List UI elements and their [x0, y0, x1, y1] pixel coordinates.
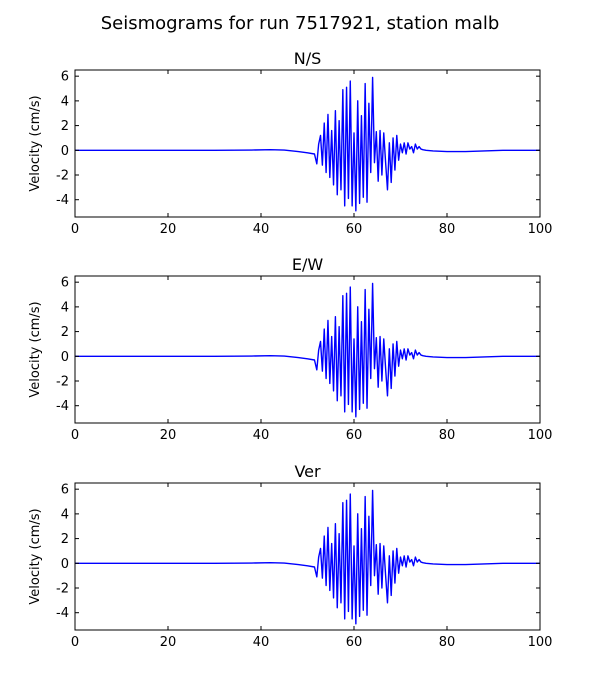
y-tick-label: 6 — [61, 483, 69, 498]
x-tick-label: 20 — [160, 428, 177, 443]
y-tick-label: 2 — [61, 119, 69, 134]
x-tick-label: 20 — [160, 222, 177, 237]
x-tick-label: 60 — [346, 222, 363, 237]
series-line-1 — [75, 76, 540, 212]
x-tick-label: 80 — [439, 635, 456, 650]
panel-2: E/W Velocity (cm/s) 0 20 40 60 80 100 -4 -2 0 2 4 6 — [28, 255, 552, 443]
plot-frame — [74, 275, 541, 424]
y-tick-label: 4 — [61, 94, 69, 109]
y-tick-label: 4 — [61, 507, 69, 522]
figure-title: Seismograms for run 7517921, station mal… — [101, 13, 500, 34]
x-tick-label: 0 — [71, 635, 79, 650]
y-tick-label: -4 — [56, 399, 69, 414]
y-tick-label: 0 — [61, 557, 69, 572]
y-tick-label: -4 — [56, 193, 69, 208]
x-tick-label: 0 — [71, 428, 79, 443]
y-tick-label: 6 — [61, 70, 69, 85]
series-line-1 — [75, 282, 540, 418]
y-tick-label: -2 — [56, 375, 69, 390]
y-axis-label: Velocity (cm/s) — [28, 95, 43, 191]
x-tick-label: 40 — [253, 635, 270, 650]
y-axis-label: Velocity (cm/s) — [28, 301, 43, 397]
x-tick-label: 80 — [439, 222, 456, 237]
y-tick-label: 4 — [61, 300, 69, 315]
x-tick-label: 100 — [528, 635, 553, 650]
panel-1: N/S Velocity (cm/s) 0 20 40 60 80 100 -4 -2 0 2 4 6 — [28, 49, 552, 237]
x-tick-label: 40 — [253, 222, 270, 237]
x-tick-label: 100 — [528, 428, 553, 443]
y-tick-label: -2 — [56, 169, 69, 184]
y-tick-label: -4 — [56, 606, 69, 621]
x-tick-label: 100 — [528, 222, 553, 237]
x-tick-label: 80 — [439, 428, 456, 443]
y-tick-label: 2 — [61, 532, 69, 547]
x-tick-label: 0 — [71, 222, 79, 237]
plot-frame — [74, 482, 541, 631]
panel-title: Ver — [294, 462, 321, 481]
panel-title: E/W — [292, 255, 324, 274]
plot-frame — [74, 69, 541, 218]
y-tick-label: 2 — [61, 325, 69, 340]
y-tick-label: 0 — [61, 144, 69, 159]
x-tick-label: 40 — [253, 428, 270, 443]
y-axis-label: Velocity (cm/s) — [28, 508, 43, 604]
x-tick-label: 60 — [346, 428, 363, 443]
y-tick-label: -2 — [56, 582, 69, 597]
y-tick-label: 0 — [61, 350, 69, 365]
x-tick-label: 60 — [346, 635, 363, 650]
x-tick-label: 20 — [160, 635, 177, 650]
panel-3: Ver Velocity (cm/s) 0 20 40 60 80 100 -4 -2 0 2 4 6 — [28, 462, 552, 650]
panel-title: N/S — [294, 49, 322, 68]
series-line-1 — [75, 489, 540, 625]
y-tick-label: 6 — [61, 276, 69, 291]
